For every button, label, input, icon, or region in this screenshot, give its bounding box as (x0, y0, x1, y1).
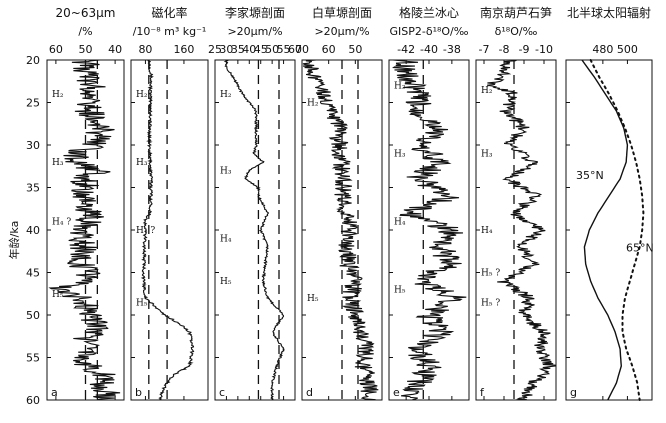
heinrich-label: H₅ (307, 294, 319, 304)
x-tick-label: 25 (208, 43, 222, 56)
heinrich-label: H₂ (307, 99, 319, 109)
series-line-percent (223, 59, 285, 400)
y-tick-label: 45 (26, 267, 40, 280)
panel-title: 李家塬剖面 (225, 5, 285, 20)
y-tick-label: 60 (26, 394, 40, 407)
panel-subtitle: /% (78, 25, 92, 38)
y-tick-label: 50 (26, 309, 40, 322)
panels: 20~63μm /% 60 50 40 H₂ H₃ H₄ ? H₅ a 磁化率/10⁻⁸ m³ kg… (46, 5, 654, 401)
heinrich-label: H₃ (481, 150, 493, 160)
x-tick-label: 45 (254, 43, 268, 56)
x-tick-label: 35 (231, 43, 245, 56)
y-axis-label: 年龄/ka (7, 221, 21, 260)
x-tick-label: 40 (108, 43, 122, 56)
y-tick-label: 20 (26, 54, 40, 67)
heinrich-label: H₅ (220, 277, 232, 287)
series-line-65N (589, 59, 645, 401)
heinrich-label: H₂ (52, 90, 64, 100)
panel-frame (565, 59, 653, 401)
panel-a: 20~63μm /% 60 50 40 H₂ H₃ H₄ ? H₅ a (46, 6, 125, 401)
x-tick-label: 50 (265, 43, 279, 56)
series-line-d18O (487, 59, 556, 401)
x-tick-label: 70 (295, 43, 309, 56)
x-tick-label: 50 (348, 43, 362, 56)
x-tick-label: 160 (173, 43, 194, 56)
y-tick-label: 30 (26, 139, 40, 152)
heinrich-label: H₅ ? (481, 298, 500, 308)
series-line-percent (48, 59, 121, 401)
panel-d: 白草塬剖面 >20μm/% 70 60 50 H₂ H₅ d (295, 5, 383, 401)
x-tick-label: 60 (322, 43, 336, 56)
panel-letter: c (219, 386, 225, 399)
panel-letter: f (480, 386, 485, 399)
panel-letter: a (51, 386, 58, 399)
x-tick-label: -7 (479, 43, 490, 56)
panel-e: 格陵兰冰心 GISP2-δ¹⁸O/‰ -42 -40 -38 H₂ H₃ H₄ H₅ e (388, 5, 470, 401)
panel-title: 磁化率 (151, 5, 187, 20)
x-tick-label: -10 (535, 43, 553, 56)
x-tick-label: 30 (219, 43, 233, 56)
panel-g: 北半球太阳辐射 480 500 35°N 65°N g (565, 5, 654, 401)
heinrich-label: H₅ ? (481, 269, 500, 279)
series-line-35N (581, 59, 629, 401)
heinrich-label: H₂ (220, 90, 232, 100)
series-line-susceptibility (140, 59, 195, 401)
heinrich-label: H₂ (394, 82, 406, 92)
y-tick-label: 35 (26, 182, 40, 195)
x-tick-label: -9 (519, 43, 530, 56)
heinrich-label: H₅ (52, 290, 64, 300)
panel-subtitle: >20μm/% (227, 25, 282, 38)
heinrich-label: H₅ (394, 286, 406, 296)
panel-letter: g (570, 386, 577, 399)
panel-subtitle: /10⁻⁸ m³ kg⁻¹ (133, 25, 207, 38)
heinrich-label: H₃ (394, 150, 406, 160)
panel-subtitle: δ¹⁸O/‰ (495, 25, 538, 38)
x-tick-label: 55 (277, 43, 291, 56)
x-tick-label: -38 (443, 43, 461, 56)
heinrich-label: H₃ (136, 158, 148, 168)
x-tick-label: 480 (592, 43, 613, 56)
x-tick-label: 500 (617, 43, 638, 56)
x-tick-label: -40 (420, 43, 438, 56)
y-tick-label: 25 (26, 97, 40, 110)
heinrich-label: H₂ (481, 86, 493, 96)
panel-title: 南京葫芦石笋 (480, 5, 552, 20)
panel-letter: b (135, 386, 142, 399)
panel-subtitle: >20μm/% (314, 25, 369, 38)
x-tick-label: -8 (499, 43, 510, 56)
series-name-label: 35°N (576, 169, 604, 182)
panel-title: 白草塬剖面 (312, 5, 372, 20)
x-tick-label: 80 (138, 43, 152, 56)
x-tick-label: 60 (288, 43, 302, 56)
panel-f: 南京葫芦石笋 δ¹⁸O/‰ -7 -8 -9 -10 H₂ H₃ H₄ H₅ ? H₅ ? f (475, 5, 557, 401)
y-tick-label: 40 (26, 224, 40, 237)
panel-b: 磁化率/10⁻⁸ m³ kg⁻¹ 80 160 H₂ H₃ H₄ ? H₅ b (130, 5, 209, 401)
y-tick-label: 55 (26, 352, 40, 365)
series-name-label: 65°N (626, 241, 654, 254)
x-tick-label: 60 (49, 43, 63, 56)
heinrich-label: H₄ (220, 235, 232, 245)
panel-title: 北半球太阳辐射 (567, 5, 651, 20)
heinrich-label: H₄ ? (52, 218, 71, 228)
heinrich-label: H₄ ? (136, 226, 155, 236)
heinrich-label: H₄ (394, 218, 406, 228)
x-tick-label: -42 (397, 43, 415, 56)
heinrich-label: H₄ (481, 226, 493, 236)
heinrich-label: H₅ (136, 298, 148, 308)
heinrich-label: H₃ (220, 167, 232, 177)
panel-title: 格陵兰冰心 (399, 5, 459, 20)
y-tick-labels: 20 25 30 35 40 45 50 55 60 (26, 54, 40, 407)
x-tick-label: 50 (79, 43, 93, 56)
heinrich-label: H₂ (136, 90, 148, 100)
x-tick-label: 40 (242, 43, 256, 56)
series-line-percent (302, 59, 379, 401)
series-line-d18O (392, 59, 467, 401)
heinrich-label: H₃ (52, 158, 64, 168)
panel-title: 20~63μm (56, 6, 116, 20)
panel-letter: e (393, 386, 400, 399)
panel-letter: d (306, 386, 313, 399)
panel-subtitle: GISP2-δ¹⁸O/‰ (389, 25, 468, 38)
